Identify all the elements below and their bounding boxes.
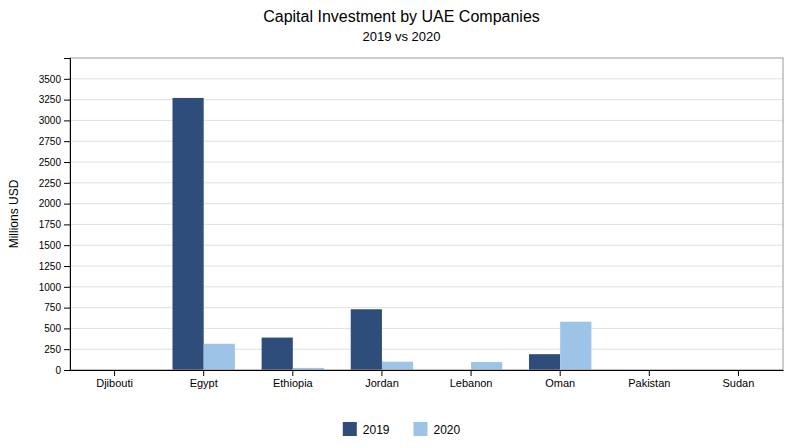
tick-label: 750 xyxy=(44,302,61,313)
tick-mark xyxy=(64,162,70,163)
tick: Ethiopia xyxy=(273,370,314,389)
tick: Egypt xyxy=(190,370,218,389)
tick: 2000 xyxy=(39,198,70,209)
tick-label: Pakistan xyxy=(628,377,670,389)
tick-label: 2500 xyxy=(39,157,62,168)
tick: Lebanon xyxy=(450,370,493,389)
tick-mark xyxy=(64,245,70,246)
axis-domain xyxy=(64,59,71,371)
tick-label: Jordan xyxy=(365,377,399,389)
tick-mark xyxy=(64,100,70,101)
tick-label: 1000 xyxy=(39,282,62,293)
tick: Jordan xyxy=(365,370,399,389)
legend-item: 2019 xyxy=(343,422,390,437)
tick: 1500 xyxy=(39,240,70,251)
tick-label: 250 xyxy=(44,344,61,355)
tick-mark xyxy=(64,266,70,267)
tick-label: 1250 xyxy=(39,261,62,272)
tick: Sudan xyxy=(723,370,755,389)
tick-label: 2250 xyxy=(39,178,62,189)
y-axis: 0 250 500 750 1000 1250 1500 1750 2000 2250 2500 27… xyxy=(39,59,71,376)
bar xyxy=(382,362,413,370)
legend-label: 2020 xyxy=(434,423,461,437)
tick: 3500 xyxy=(39,74,70,85)
tick-label: 3250 xyxy=(39,94,62,105)
tick-mark xyxy=(738,370,739,376)
tick-mark xyxy=(64,183,70,184)
tick: Oman xyxy=(545,370,575,389)
tick-mark xyxy=(114,370,115,376)
tick: 1750 xyxy=(39,219,70,230)
tick-mark xyxy=(64,349,70,350)
tick-mark xyxy=(64,224,70,225)
tick-mark xyxy=(292,370,293,376)
bar xyxy=(529,354,560,370)
tick-mark xyxy=(64,308,70,309)
tick-label: 2750 xyxy=(39,136,62,147)
bar xyxy=(471,362,502,370)
tick: 3250 xyxy=(39,94,70,105)
tick-mark xyxy=(64,328,70,329)
tick-mark xyxy=(203,370,204,376)
tick: 2500 xyxy=(39,157,70,168)
tick-label: 1500 xyxy=(39,240,62,251)
tick: 250 xyxy=(44,344,70,355)
tick-mark xyxy=(471,370,472,376)
bars xyxy=(172,98,591,370)
tick: 1000 xyxy=(39,282,70,293)
tick: 2250 xyxy=(39,178,70,189)
axis-domain xyxy=(71,370,784,371)
tick: 1250 xyxy=(39,261,70,272)
plot: 0 250 500 750 1000 1250 1500 1750 2000 2250 2500 27… xyxy=(39,58,784,389)
bar xyxy=(204,344,235,370)
legend-label: 2019 xyxy=(363,423,390,437)
tick: Pakistan xyxy=(628,370,670,389)
tick-mark xyxy=(64,287,70,288)
legend-swatch xyxy=(414,422,428,436)
tick-label: 0 xyxy=(55,365,61,376)
bar-series xyxy=(172,98,560,370)
title: Capital Investment by UAE Companies xyxy=(263,8,540,25)
legend-swatch xyxy=(343,422,357,436)
grid-line xyxy=(70,78,783,79)
tick-mark xyxy=(64,370,70,371)
tick: 0 xyxy=(55,365,70,376)
bar-series xyxy=(204,322,592,370)
bar xyxy=(262,338,293,370)
tick-mark xyxy=(649,370,650,376)
tick-label: Oman xyxy=(545,377,575,389)
tick-label: 3500 xyxy=(39,74,62,85)
tick-mark xyxy=(64,204,70,205)
tick-mark xyxy=(64,141,70,142)
tick-label: Sudan xyxy=(723,377,755,389)
tick: 500 xyxy=(44,323,70,334)
tick: 3000 xyxy=(39,115,70,126)
tick-label: Ethiopia xyxy=(273,377,314,389)
tick: Djibouti xyxy=(96,370,133,389)
bar xyxy=(172,98,203,370)
chart: Capital Investment by UAE Companies 2019 … xyxy=(0,0,803,448)
tick-label: 1750 xyxy=(39,219,62,230)
tick-mark xyxy=(64,79,70,80)
tick-mark xyxy=(381,370,382,376)
tick-mark xyxy=(64,120,70,121)
subtitle: 2019 vs 2020 xyxy=(362,29,440,44)
legend: 2019 2020 xyxy=(343,422,461,437)
x-axis: Djibouti Egypt Ethiopia Jordan Lebanon Oman Pa… xyxy=(71,370,784,389)
grid xyxy=(70,79,783,370)
bar xyxy=(351,309,382,370)
tick: 2750 xyxy=(39,136,70,147)
bar xyxy=(560,322,591,370)
legend-item: 2020 xyxy=(414,422,461,437)
tick-label: Egypt xyxy=(190,377,218,389)
tick-label: 500 xyxy=(44,323,61,334)
tick-label: 3000 xyxy=(39,115,62,126)
plot-frame xyxy=(70,58,783,370)
tick: 750 xyxy=(44,302,70,313)
tick-label: 2000 xyxy=(39,198,62,209)
tick-mark xyxy=(560,370,561,376)
tick-label: Djibouti xyxy=(96,377,133,389)
tick-label: Lebanon xyxy=(450,377,493,389)
y-axis-title: Millions USD xyxy=(7,179,21,248)
